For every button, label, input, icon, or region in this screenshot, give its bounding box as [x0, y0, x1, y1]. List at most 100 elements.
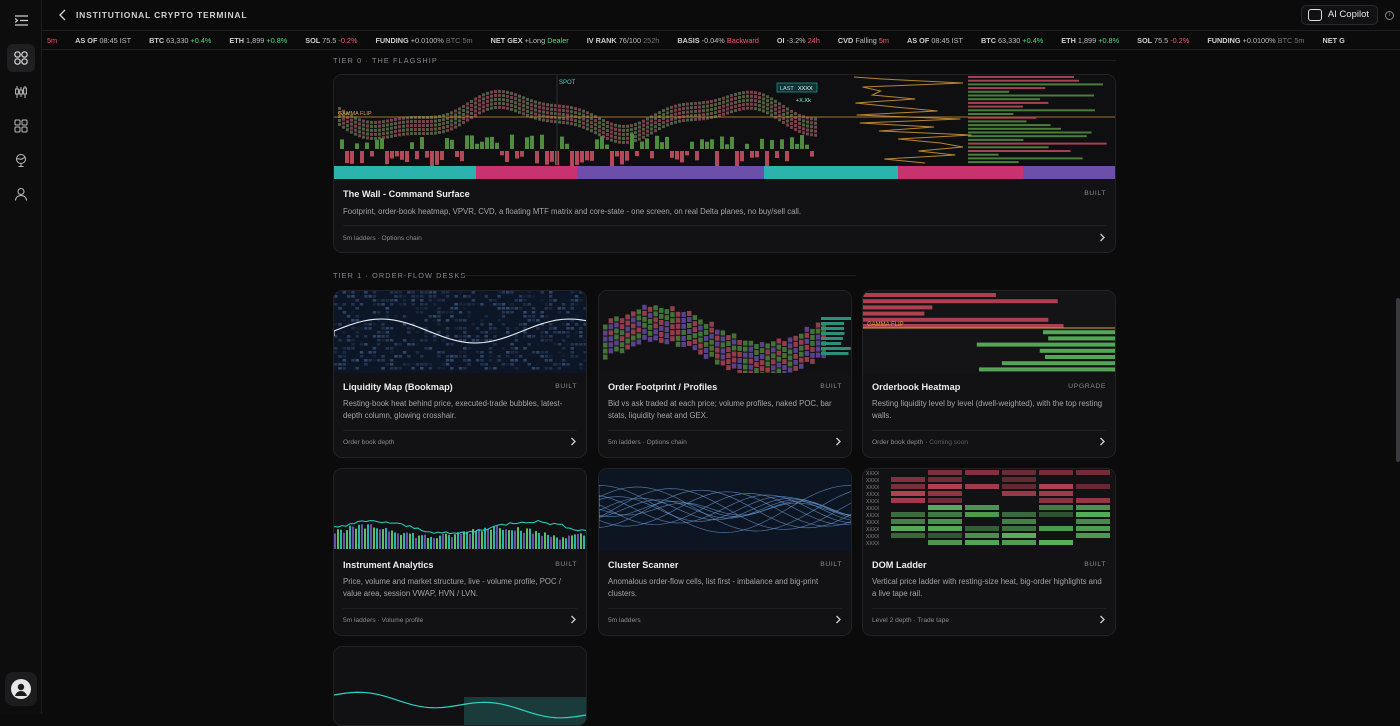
- footprint-cell: [694, 105, 697, 109]
- chevron-right-icon[interactable]: [570, 615, 577, 624]
- footprint-cell: [692, 339, 698, 345]
- chevron-right-icon[interactable]: [570, 437, 577, 446]
- footprint-cell: [714, 107, 717, 111]
- wave-line: [599, 488, 851, 530]
- heat-cell: [561, 355, 566, 358]
- footprint-cell: [603, 348, 608, 354]
- delta-label: +X.Xk: [796, 98, 811, 104]
- card-the-wall[interactable]: SPOT LAST XXXX +X.Xk GAMMA FLIP The Wall - C…: [333, 74, 1116, 253]
- footprint-cell: [794, 124, 797, 128]
- heat-cell: [523, 311, 527, 314]
- footprint-cell: [698, 113, 701, 117]
- footprint-cell: [710, 111, 713, 115]
- ticker-item[interactable]: IV RANK 76/100 252h: [587, 36, 660, 45]
- footprint-cell: [625, 344, 630, 350]
- heat-cell: [579, 335, 583, 338]
- heat-cell: [467, 315, 471, 318]
- ticker-item[interactable]: NET G: [1322, 36, 1344, 45]
- footprint-cell: [642, 322, 647, 328]
- footprint-cell: [722, 96, 725, 100]
- ticker-item[interactable]: AS OF 08:45 IST: [907, 36, 963, 45]
- chevron-right-icon[interactable]: [1099, 437, 1106, 446]
- footprint-cell: [342, 113, 345, 117]
- section-divider: [462, 275, 856, 276]
- heat-cell: [531, 295, 536, 298]
- dashboard-grid-icon[interactable]: [7, 44, 35, 72]
- ticker-item[interactable]: SOL 75.5 -0.2%: [1137, 36, 1189, 45]
- footprint-cell: [750, 106, 753, 110]
- depth-bar: [1043, 330, 1115, 335]
- footprint-cell: [666, 123, 669, 127]
- ladder-cell: [891, 498, 925, 503]
- card-liquidity-map[interactable]: Liquidity Map (Bookmap) BUILT Resting-book…: [333, 290, 587, 458]
- card-cluster-scanner[interactable]: Cluster Scanner BUILT Anomalous order-flow…: [598, 468, 852, 636]
- footprint-cell: [754, 362, 759, 368]
- heat-cell: [420, 355, 424, 358]
- widgets-icon[interactable]: [7, 112, 35, 140]
- ticker-item[interactable]: BASIS -0.04% Backward: [677, 36, 759, 45]
- volume-bar: [484, 527, 486, 549]
- ticker-item[interactable]: AS OF 08:45 IST: [75, 36, 131, 45]
- ticker-item[interactable]: SOL 75.5 -0.2%: [305, 36, 357, 45]
- card-instrument-analytics[interactable]: Instrument Analytics BUILT Price, volume a…: [333, 468, 587, 636]
- scrollbar-thumb[interactable]: [1396, 298, 1400, 462]
- volume-bar: [469, 533, 471, 549]
- card-divider: [608, 608, 842, 609]
- ticker-item[interactable]: NET GEX +Long Dealer: [491, 36, 569, 45]
- user-icon[interactable]: [7, 180, 35, 208]
- ticker-item[interactable]: FUNDING +0.0100% BTC 5m: [375, 36, 472, 45]
- footprint-cell: [793, 365, 798, 371]
- menu-collapse-icon[interactable]: [7, 6, 35, 34]
- ticker-item[interactable]: ETH 1,899 +0.8%: [1061, 36, 1119, 45]
- footprint-cell: [474, 105, 477, 109]
- avatar[interactable]: [5, 672, 37, 706]
- chevron-right-icon[interactable]: [1099, 233, 1106, 242]
- ladder-cell: [1039, 491, 1073, 496]
- footprint-cell: [810, 121, 813, 125]
- back-arrow-icon[interactable]: [56, 8, 70, 22]
- card-dom-ladder[interactable]: XXXX XXXX XXXX XXXX XXXX XXXX XXXX XXXX XXXX XXXX…: [862, 468, 1116, 636]
- heat-cell: [488, 299, 493, 302]
- footprint-cell: [603, 342, 608, 348]
- depth-bar: [863, 324, 1064, 328]
- ticker-item[interactable]: OI -3.2% 24h: [777, 36, 820, 45]
- globe-icon[interactable]: [7, 146, 35, 174]
- volume-bar: [580, 151, 584, 163]
- candlestick-icon[interactable]: [7, 78, 35, 106]
- heat-cell: [570, 319, 574, 322]
- footprint-cell: [642, 304, 647, 310]
- scrollbar[interactable]: [1395, 50, 1400, 714]
- card-order-footprint[interactable]: Order Footprint / Profiles BUILT Bid vs as…: [598, 290, 852, 458]
- ticker-item[interactable]: BTC 63,330 +0.4%: [981, 36, 1043, 45]
- ticker-item[interactable]: BTC 63,330 +0.4%: [149, 36, 211, 45]
- footprint-cell: [338, 111, 341, 114]
- chevron-right-icon[interactable]: [835, 437, 842, 446]
- ticker-item[interactable]: FUNDING +0.0100% BTC 5m: [1207, 36, 1304, 45]
- footprint-cell: [462, 108, 465, 112]
- volume-bar: [394, 532, 396, 549]
- footprint-cell: [786, 107, 789, 111]
- info-icon[interactable]: i: [1385, 11, 1394, 20]
- heat-cell: [355, 367, 359, 370]
- chevron-right-icon[interactable]: [835, 615, 842, 624]
- footprint-cell: [814, 129, 817, 133]
- footprint-cell: [715, 341, 720, 347]
- card-orderbook-heatmap[interactable]: GAMMA FLIP Orderbook Heatmap UPGRADE Restin…: [862, 290, 1116, 458]
- chevron-right-icon[interactable]: [1099, 615, 1106, 624]
- footprint-cell: [474, 97, 477, 101]
- volume-bar: [436, 538, 438, 549]
- ticker-item[interactable]: 5m: [47, 36, 57, 45]
- footprint-cell: [810, 346, 815, 352]
- heat-cell: [458, 339, 463, 342]
- volume-bar: [547, 534, 549, 549]
- ticker-item[interactable]: ETH 1,899 +0.8%: [229, 36, 287, 45]
- footprint-cell: [821, 329, 826, 335]
- ticker-item[interactable]: CVD Falling 5m: [838, 36, 889, 45]
- volume-bar: [487, 529, 489, 549]
- heat-cell: [445, 291, 450, 294]
- vpvr-bar: [968, 76, 1074, 78]
- footprint-cell: [446, 116, 449, 120]
- volume-bar: [358, 524, 360, 549]
- ai-copilot-button[interactable]: AI Copilot: [1300, 5, 1378, 25]
- card-partial-next[interactable]: [333, 646, 587, 726]
